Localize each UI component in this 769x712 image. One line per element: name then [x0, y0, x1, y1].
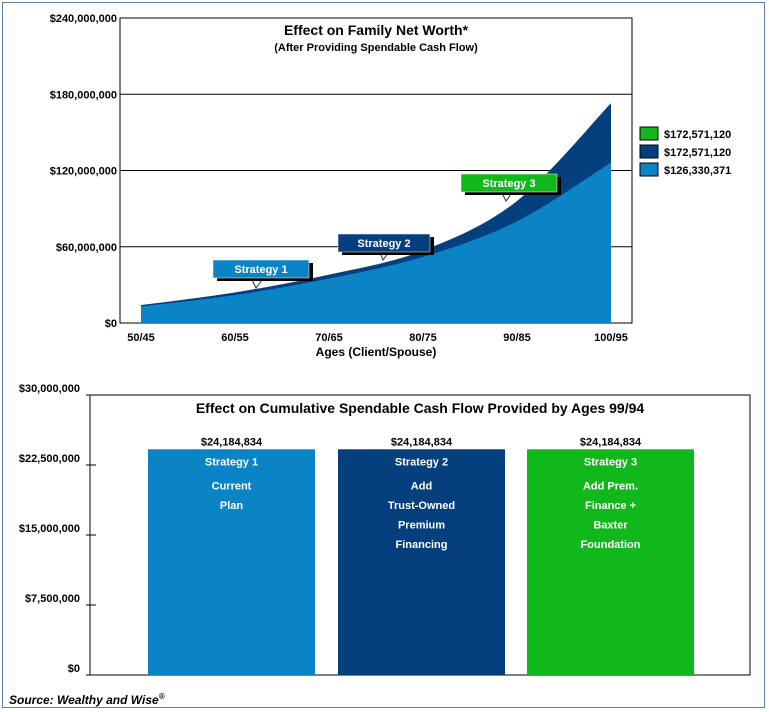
bar-description-line: Add Prem.	[583, 480, 638, 492]
networth-x-tick-labels: 50/45 60/55 70/65 80/75 90/85 100/95	[127, 332, 628, 344]
bar-description-line: Foundation	[581, 539, 641, 551]
callout-strategy-3-box	[460, 173, 558, 193]
area-strategy-1	[141, 162, 611, 323]
bar-description-line: Current	[212, 480, 252, 492]
networth-y-tick-label: $240,000,000	[50, 13, 117, 25]
bar-group-3: $24,184,834 Strategy 3 Add Prem. Finance + B…	[527, 436, 694, 675]
cashflow-y-tick-label: $15,000,000	[19, 523, 80, 535]
callout-strategy-2-box	[337, 233, 431, 253]
bar-category-label: Strategy 3	[584, 456, 637, 468]
bar-description-line: Premium	[398, 519, 445, 531]
bar-group-1: $24,184,834 Strategy 1 Current Plan	[148, 436, 315, 675]
bar-description-line: Trust-Owned	[388, 500, 455, 512]
cashflow-title: Effect on Cumulative Spendable Cash Flow…	[196, 400, 645, 416]
networth-y-tick-label: $120,000,000	[50, 166, 117, 178]
networth-chart: $0 $60,000,000 $120,000,000 $180,000,000 $24…	[50, 13, 732, 359]
networth-x-tick-label: 100/95	[594, 332, 628, 344]
networth-x-tick-label: 50/45	[127, 332, 155, 344]
cashflow-y-tick-label: $0	[68, 663, 80, 675]
bar-strategy-1	[148, 449, 315, 675]
bar-description-line: Baxter	[593, 519, 628, 531]
networth-y-tick-labels: $0 $60,000,000 $120,000,000 $180,000,000 $24…	[50, 13, 117, 330]
cashflow-y-tick-label: $22,500,000	[19, 453, 80, 465]
bar-description-line: Financing	[396, 539, 448, 551]
networth-x-tick-label: 60/55	[221, 332, 249, 344]
legend-swatch-strategy-1	[639, 162, 659, 177]
legend-value-3: $126,330,371	[664, 165, 731, 177]
networth-y-tick-label: $0	[105, 318, 117, 330]
legend-value-1: $172,571,120	[664, 129, 731, 141]
callout-strategy-3-label: Strategy 3	[482, 178, 535, 190]
networth-x-tick-label: 90/85	[503, 332, 531, 344]
registered-mark: ®	[158, 692, 165, 701]
legend-swatch-strategy-2	[639, 144, 659, 159]
bar-description-line: Finance +	[585, 500, 636, 512]
callout-strategy-1: Strategy 1	[212, 259, 313, 289]
legend-value-2: $172,571,120	[664, 147, 731, 159]
networth-x-tick-label: 80/75	[409, 332, 437, 344]
networth-title: Effect on Family Net Worth*	[284, 22, 469, 38]
networth-x-axis-label: Ages (Client/Spouse)	[316, 345, 437, 359]
bar-value-label: $24,184,834	[391, 436, 453, 448]
bar-category-label: Strategy 1	[205, 456, 258, 468]
networth-y-tick-label: $60,000,000	[56, 242, 117, 254]
cashflow-chart: Effect on Cumulative Spendable Cash Flow…	[19, 383, 751, 676]
callout-strategy-1-box	[212, 259, 310, 279]
bar-group-2: $24,184,834 Strategy 2 Add Trust-Owned Premi…	[338, 436, 505, 675]
networth-subtitle: (After Providing Spendable Cash Flow)	[274, 42, 478, 54]
cashflow-y-tick-labels: $0 $7,500,000 $15,000,000 $22,500,000 $30,00…	[19, 383, 96, 676]
callout-strategy-2-label: Strategy 2	[357, 238, 410, 250]
cashflow-y-tick-label: $7,500,000	[25, 593, 80, 605]
cashflow-y-tick-label: $30,000,000	[19, 383, 80, 395]
bar-description-line: Add	[411, 480, 432, 492]
bar-value-label: $24,184,834	[201, 436, 263, 448]
bar-category-label: Strategy 2	[395, 456, 448, 468]
source-text: Source: Wealthy and Wise	[9, 693, 159, 707]
bar-value-label: $24,184,834	[580, 436, 642, 448]
networth-x-tick-label: 70/65	[315, 332, 343, 344]
callout-strategy-2: Strategy 2	[337, 233, 434, 262]
networth-legend: $172,571,120 $172,571,120 $126,330,371	[639, 126, 731, 177]
networth-y-tick-label: $180,000,000	[50, 89, 117, 101]
legend-swatch-strategy-3	[639, 126, 659, 141]
callout-strategy-3: Strategy 3	[460, 173, 561, 202]
bar-strategy-2	[338, 449, 505, 675]
bar-strategy-3	[527, 449, 694, 675]
bar-description-line: Plan	[220, 500, 244, 512]
callout-strategy-1-label: Strategy 1	[234, 264, 287, 276]
source-note: Source: Wealthy and Wise®	[9, 692, 165, 707]
